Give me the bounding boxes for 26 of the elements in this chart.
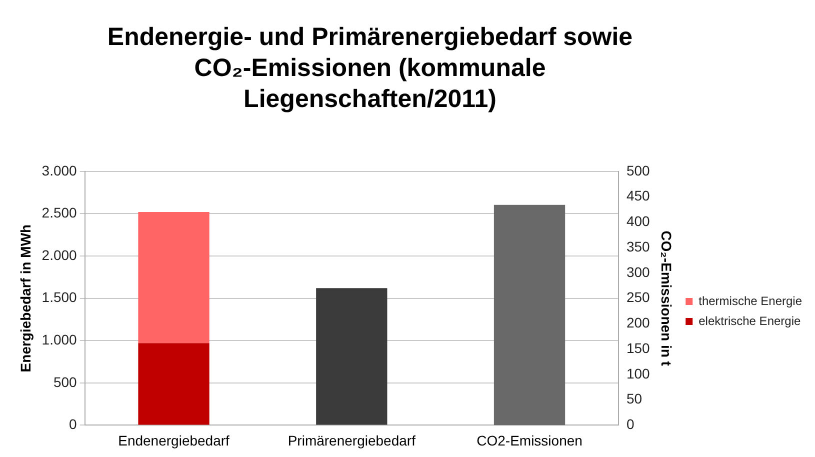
- legend-label: elektrische Energie: [698, 314, 801, 328]
- y2-tick-label: 500: [626, 162, 650, 178]
- y2-tick-label: 400: [626, 213, 650, 230]
- y2-tick-label: 300: [626, 264, 650, 280]
- x-tick-label: CO2-Emissionen: [476, 432, 582, 448]
- x-tick-label: Endenergiebedarf: [118, 432, 230, 448]
- y2-tick-label: 350: [626, 238, 650, 254]
- y2-tick-label: 450: [626, 188, 650, 204]
- y2-tick-label: 50: [626, 390, 642, 407]
- y-tick-label: 1.500: [42, 289, 78, 306]
- y-tick-label: 500: [53, 374, 78, 390]
- x-tick-label: Primärenergiebedarf: [288, 432, 416, 448]
- y-tick-label: 1.000: [42, 331, 78, 348]
- y2-tick-label: 250: [626, 289, 650, 306]
- y2-tick-label: 200: [626, 314, 650, 331]
- legend-label: thermische Energie: [698, 294, 802, 308]
- y2-tick-label: 150: [626, 340, 650, 356]
- y-tick-label: 2.500: [42, 204, 78, 221]
- y-axis-title: Energiebedarf in MWh: [17, 224, 34, 372]
- chart-title: Endenergie- und Primärenergiebedarf sowie CO₂-Emissionen (kommunale Liegenschaften/2011): [106, 22, 634, 115]
- y2-tick-label: 0: [626, 416, 634, 432]
- y-tick-label: 2.000: [42, 246, 78, 263]
- y2-tick-label: 100: [626, 365, 650, 382]
- y2-axis-title: CO₂-Emissionen in t: [658, 230, 674, 366]
- y-tick-label: 0: [69, 416, 78, 432]
- y-tick-label: 3.000: [42, 162, 78, 178]
